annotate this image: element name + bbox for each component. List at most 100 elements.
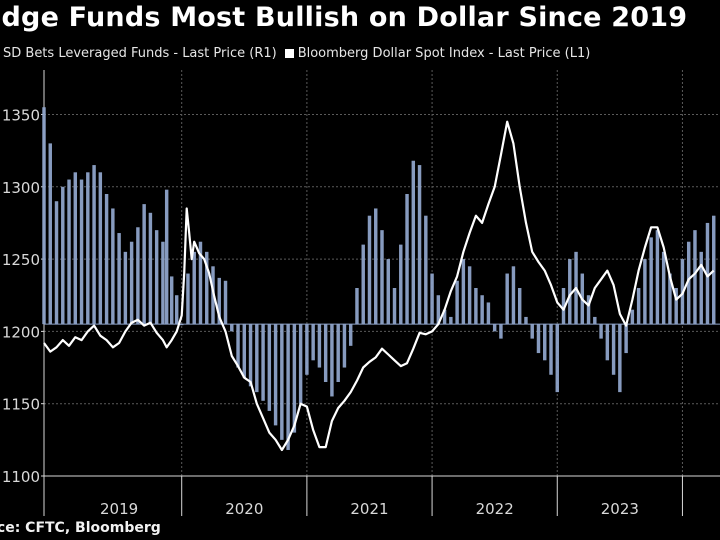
bar-85 (568, 259, 572, 325)
bar-99 (655, 230, 660, 325)
bar-59 (405, 194, 409, 325)
bar-46 (323, 324, 328, 382)
bar-44 (311, 324, 315, 361)
bar-63 (430, 273, 434, 325)
bar-81 (543, 324, 547, 361)
y-tick-label-1200: 1200 (2, 323, 40, 341)
bar-3 (61, 186, 65, 325)
bar-67 (455, 280, 459, 325)
bar-25 (192, 251, 196, 325)
bar-80 (536, 324, 541, 354)
bar-70 (474, 288, 478, 325)
bar-34 (248, 324, 253, 387)
bar-96 (636, 288, 641, 325)
bar-90 (599, 324, 603, 339)
x-tick-label-2019: 2019 (100, 500, 138, 518)
bar-102 (674, 288, 678, 325)
bar-105 (693, 230, 697, 325)
bar-58 (399, 244, 403, 325)
bar-53 (367, 215, 372, 325)
bar-69 (467, 266, 472, 325)
bar-68 (461, 259, 466, 325)
bar-9 (98, 172, 103, 325)
bar-93 (618, 324, 622, 393)
bar-79 (530, 324, 534, 339)
y-tick-label-1150: 1150 (2, 396, 40, 414)
bar-7 (86, 172, 90, 325)
chart-title: edge Funds Most Bullish on Dollar Since … (0, 2, 688, 33)
bar-65 (442, 309, 447, 325)
bar-37 (267, 324, 272, 411)
bar-45 (317, 324, 322, 368)
bar-66 (449, 316, 453, 325)
bar-42 (298, 324, 303, 404)
bar-91 (605, 324, 610, 361)
bar-47 (330, 324, 334, 397)
bar-27 (205, 251, 209, 325)
bar-39 (280, 324, 284, 440)
bar-14 (129, 241, 134, 325)
bar-38 (273, 324, 278, 426)
y-tick-label-1100: 1100 (2, 468, 40, 486)
bar-41 (292, 324, 297, 433)
bar-61 (417, 165, 422, 325)
x-tick-label-2021: 2021 (350, 500, 388, 518)
bar-55 (380, 230, 384, 325)
legend-label-dollar-index: Bloomberg Dollar Spot Index - Last Price… (297, 46, 591, 61)
source-note: rce: CFTC, Bloomberg (0, 520, 161, 536)
bar-72 (486, 302, 491, 325)
line-dollar-spot-index (43, 120, 715, 452)
bar-48 (336, 324, 340, 382)
bar-32 (236, 324, 240, 368)
bar-64 (436, 295, 441, 325)
bar-71 (480, 295, 484, 325)
bar-84 (561, 288, 566, 325)
bar-100 (661, 251, 666, 325)
bar-18 (154, 230, 159, 325)
bar-20 (164, 189, 169, 325)
bar-16 (142, 204, 146, 325)
bar-30 (223, 280, 228, 325)
bar-31 (230, 324, 234, 332)
bar-33 (242, 324, 247, 378)
bar-43 (305, 324, 309, 375)
bar-101 (668, 273, 672, 325)
bar-22 (174, 295, 179, 325)
bar-19 (161, 241, 165, 325)
y-tick-label-1350: 1350 (2, 106, 40, 124)
bar-57 (392, 288, 397, 325)
bar-95 (630, 309, 635, 325)
bar-40 (286, 324, 290, 450)
bar-82 (549, 324, 553, 375)
y-tick-label-1300: 1300 (2, 179, 40, 197)
bar-15 (136, 227, 140, 325)
bar-10 (104, 194, 109, 325)
bar-1 (48, 143, 52, 325)
bar-35 (255, 324, 259, 393)
bar-97 (643, 259, 647, 325)
bar-76 (511, 266, 516, 325)
bar-62 (424, 215, 428, 325)
bar-83 (555, 324, 559, 393)
bar-49 (342, 324, 347, 368)
bar-104 (686, 241, 691, 325)
bar-29 (217, 277, 221, 325)
bar-60 (411, 160, 416, 325)
x-tick-label-2020: 2020 (225, 500, 263, 518)
legend-item-dollar-index: Bloomberg Dollar Spot Index - Last Price… (284, 46, 591, 61)
bar-54 (374, 208, 378, 325)
bar-88 (586, 295, 591, 325)
legend-label-leveraged-funds: SD Bets Leveraged Funds - Last Price (R1… (3, 46, 277, 61)
bar-92 (611, 324, 616, 375)
bar-106 (699, 251, 703, 325)
bar-0 (42, 107, 46, 325)
bar-74 (499, 324, 503, 339)
bar-4 (67, 179, 71, 325)
x-tick-label-2023: 2023 (601, 500, 639, 518)
bar-24 (186, 273, 190, 325)
bar-50 (348, 324, 353, 346)
bar-75 (505, 273, 509, 325)
bar-13 (123, 251, 128, 325)
bar-8 (92, 165, 96, 325)
